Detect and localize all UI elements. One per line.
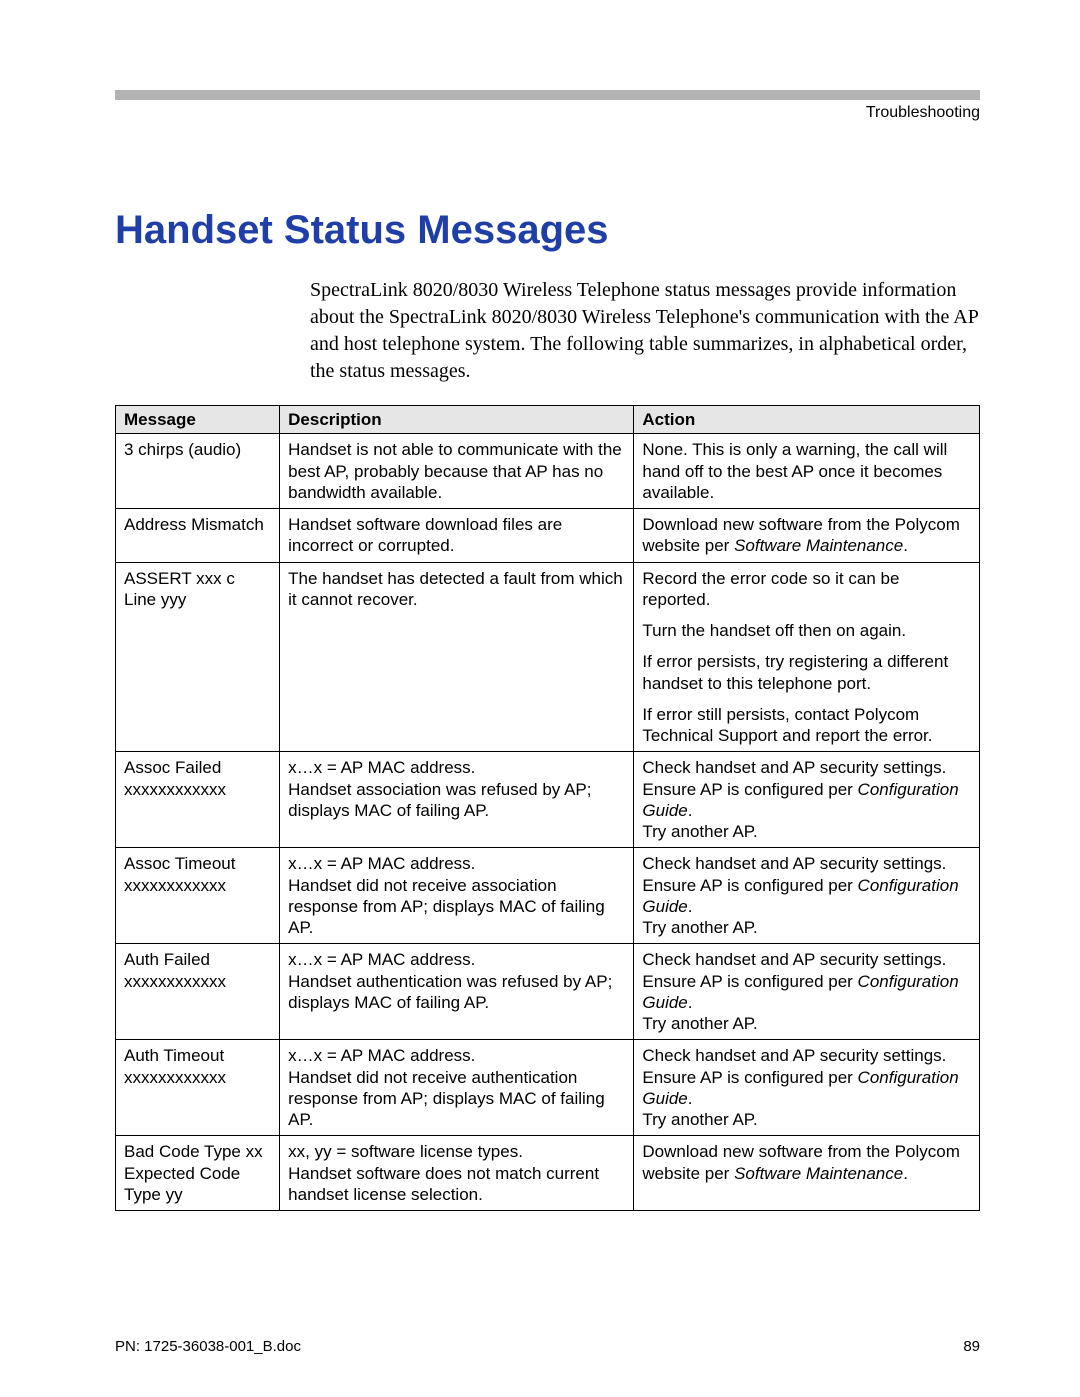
cell-action: Check handset and AP security settings.E… bbox=[634, 1040, 980, 1136]
cell-action: Check handset and AP security settings.E… bbox=[634, 752, 980, 848]
cell-description: x…x = AP MAC address.Handset authenticat… bbox=[280, 944, 634, 1040]
cell-action: Turn the handset off then on again. bbox=[634, 615, 980, 646]
table-row: Address MismatchHandset software downloa… bbox=[116, 509, 980, 563]
cell-action: If error still persists, contact Polycom… bbox=[634, 699, 980, 752]
table-row: Auth Timeoutxxxxxxxxxxxxx…x = AP MAC add… bbox=[116, 1040, 980, 1136]
table-body: 3 chirps (audio)Handset is not able to c… bbox=[116, 434, 980, 1211]
cell-action: Download new software from the Polycom w… bbox=[634, 1136, 980, 1211]
cell-description: x…x = AP MAC address.Handset did not rec… bbox=[280, 848, 634, 944]
cell-description: The handset has detected a fault from wh… bbox=[280, 562, 634, 752]
cell-message: Assoc Failedxxxxxxxxxxxx bbox=[116, 752, 280, 848]
cell-description: x…x = AP MAC address.Handset association… bbox=[280, 752, 634, 848]
document-page: Troubleshooting Handset Status Messages … bbox=[0, 0, 1080, 1397]
table-row: 3 chirps (audio)Handset is not able to c… bbox=[116, 434, 980, 509]
cell-description: x…x = AP MAC address.Handset did not rec… bbox=[280, 1040, 634, 1136]
intro-paragraph: SpectraLink 8020/8030 Wireless Telephone… bbox=[310, 277, 980, 385]
cell-action: Check handset and AP security settings.E… bbox=[634, 944, 980, 1040]
footer-doc-id: PN: 1725-36038-001_B.doc bbox=[115, 1338, 301, 1355]
cell-message: Address Mismatch bbox=[116, 509, 280, 563]
cell-action: If error persists, try registering a dif… bbox=[634, 646, 980, 699]
status-messages-table: Message Description Action 3 chirps (aud… bbox=[115, 405, 980, 1211]
footer-page-number: 89 bbox=[963, 1338, 980, 1355]
cell-message: ASSERT xxx cLine yyy bbox=[116, 562, 280, 752]
cell-action: Record the error code so it can be repor… bbox=[634, 562, 980, 615]
cell-description: xx, yy = software license types.Handset … bbox=[280, 1136, 634, 1211]
cell-action: Download new software from the Polycom w… bbox=[634, 509, 980, 563]
cell-description: Handset software download files are inco… bbox=[280, 509, 634, 563]
header-rule bbox=[115, 90, 980, 100]
cell-message: Auth Failedxxxxxxxxxxxx bbox=[116, 944, 280, 1040]
cell-action: Check handset and AP security settings.E… bbox=[634, 848, 980, 944]
table-header-row: Message Description Action bbox=[116, 406, 980, 434]
col-header-message: Message bbox=[116, 406, 280, 434]
page-title: Handset Status Messages bbox=[115, 208, 980, 253]
cell-message: Auth Timeoutxxxxxxxxxxxx bbox=[116, 1040, 280, 1136]
table-row: Auth Failedxxxxxxxxxxxxx…x = AP MAC addr… bbox=[116, 944, 980, 1040]
header-section-label: Troubleshooting bbox=[115, 104, 980, 122]
page-footer: PN: 1725-36038-001_B.doc 89 bbox=[115, 1338, 980, 1355]
table-row: ASSERT xxx cLine yyyThe handset has dete… bbox=[116, 562, 980, 615]
cell-message: Assoc Timeoutxxxxxxxxxxxx bbox=[116, 848, 280, 944]
cell-description: Handset is not able to communicate with … bbox=[280, 434, 634, 509]
table-row: Assoc Timeoutxxxxxxxxxxxxx…x = AP MAC ad… bbox=[116, 848, 980, 944]
cell-message: 3 chirps (audio) bbox=[116, 434, 280, 509]
cell-message: Bad Code Type xxExpected CodeType yy bbox=[116, 1136, 280, 1211]
col-header-description: Description bbox=[280, 406, 634, 434]
cell-action: None. This is only a warning, the call w… bbox=[634, 434, 980, 509]
table-row: Bad Code Type xxExpected CodeType yyxx, … bbox=[116, 1136, 980, 1211]
table-row: Assoc Failedxxxxxxxxxxxxx…x = AP MAC add… bbox=[116, 752, 980, 848]
col-header-action: Action bbox=[634, 406, 980, 434]
